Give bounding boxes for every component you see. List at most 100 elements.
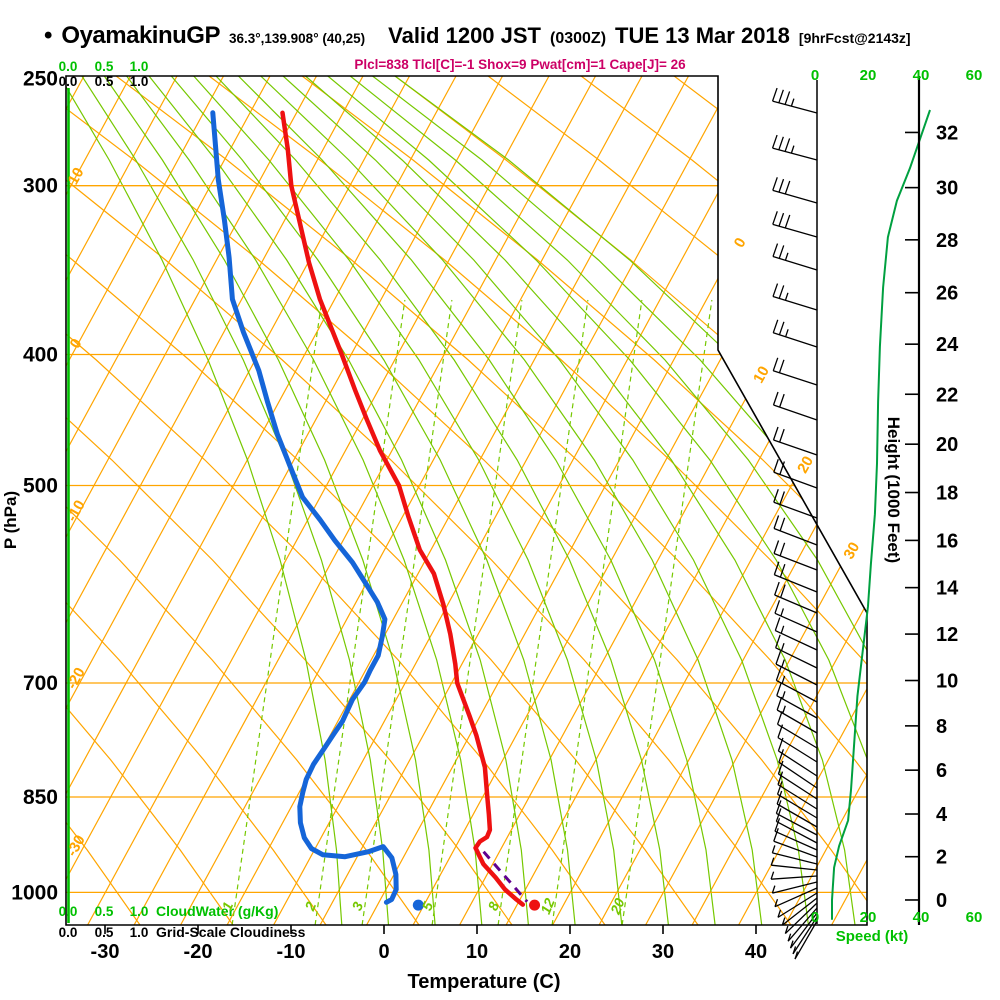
wind-barb-shaft [776, 812, 818, 836]
isotherm-line [691, 76, 867, 925]
temperature-curve [280, 110, 526, 907]
wind-barb-feather [775, 650, 782, 665]
height-tick-label: 26 [936, 283, 958, 305]
wind-barb-half-feather [781, 659, 785, 668]
isotherm-line [66, 76, 178, 925]
wind-barb-feather [778, 212, 785, 227]
isotherm-line [645, 76, 867, 925]
wind-barb-feather [775, 808, 782, 822]
wind-barb-shaft [790, 912, 818, 949]
isotherm-line [552, 76, 867, 925]
moist-adiabat-line [215, 76, 669, 925]
wind-barb-shaft [776, 803, 818, 828]
wind-barb-half-feather [784, 329, 789, 338]
dry-adiabat-line [66, 76, 327, 925]
stability-indices: Plcl=838 Tlcl[C]=-1 Shox=9 Pwat[cm]=1 Ca… [354, 57, 686, 72]
wind-barb-feather [776, 790, 783, 805]
wind-barb-shaft [773, 332, 818, 348]
mixing-ratio-label: 12 [537, 896, 558, 917]
speed-tick-label: 60 [966, 909, 983, 926]
wind-barb-column [770, 80, 818, 960]
mixing-ratio-line [497, 299, 589, 925]
cloudwater-top-tick-label: 0.5 [95, 59, 114, 74]
isotherm-line [459, 76, 867, 925]
wind-barb-feather [772, 391, 779, 406]
wind-barb-feather [777, 760, 784, 775]
wind-barb-shaft [776, 695, 818, 719]
temperature-tick-label: 10 [466, 941, 488, 963]
moist-adiabat-line [282, 76, 809, 925]
height-tick-label: 4 [936, 804, 948, 826]
wind-barb-feather [773, 828, 779, 842]
wind-barb-shaft [772, 255, 818, 271]
temperature-tick-label: 0 [378, 941, 389, 963]
speed-tick-label: 60 [966, 67, 983, 84]
wind-barb-feather [778, 359, 785, 374]
dry-adiabat-line [487, 76, 867, 925]
wind-barb-half-feather [784, 925, 789, 934]
height-tick-label: 16 [936, 530, 958, 552]
wind-barb-shaft [778, 750, 818, 777]
mixing-ratio-label: 8 [484, 899, 502, 912]
wind-barb-half-feather [794, 951, 799, 960]
wind-barb-feather [780, 584, 786, 598]
wind-barb-feather [784, 138, 791, 152]
wind-barb-feather [778, 89, 784, 103]
mixing-ratio-line [431, 299, 523, 925]
surface-temperature-dot [529, 899, 541, 911]
wind-barb-half-feather [789, 940, 794, 949]
mixing-ratio-line [621, 299, 713, 925]
wind-barb-half-feather [792, 946, 797, 955]
wind-barb-feather [776, 711, 783, 725]
wind-barb-feather [772, 177, 778, 191]
wind-barb-half-feather [782, 705, 786, 714]
height-tick-label: 12 [936, 624, 958, 646]
wind-speed-curve [831, 109, 931, 920]
isotherm-line [66, 76, 457, 925]
dry-adiabat-line [66, 76, 420, 925]
valid-time-utc: (0300Z) [550, 30, 607, 47]
pressure-axis-title: P (hPa) [1, 491, 20, 549]
wind-barb-feather [777, 771, 784, 785]
station-name: OyamakinuGP [61, 22, 220, 49]
isotherm-label-left: -30 [63, 832, 88, 859]
wind-barb-shaft [774, 887, 818, 908]
wind-barb-shaft [772, 295, 818, 311]
height-tick-label: 32 [936, 122, 958, 144]
isotherm-label-right: 30 [840, 539, 863, 562]
isotherm-label-right: 10 [750, 363, 773, 386]
wind-barb-shaft [775, 629, 818, 651]
wind-barb-feather [779, 491, 785, 505]
temperature-tick-label: 30 [652, 941, 674, 963]
mixing-ratio-line [231, 299, 323, 925]
surface-dewpoint-dot [412, 899, 424, 911]
isotherm-line [366, 76, 829, 925]
height-tick-label: 28 [936, 230, 958, 252]
wind-barb-shaft [772, 881, 818, 894]
height-tick-label: 18 [936, 483, 958, 505]
wind-barb-feather [772, 243, 779, 257]
wind-barb-half-feather [770, 857, 775, 866]
speed-tick-label: 40 [913, 67, 930, 84]
cloudiness-bottom-tick-label: 0.5 [95, 925, 114, 940]
cloudiness-top-tick-label: 1.0 [130, 74, 149, 89]
wind-barb-half-feather [781, 917, 786, 926]
moist-adiabat-line [193, 76, 623, 925]
height-tick-label: 20 [936, 434, 958, 456]
wind-barb-half-feather [790, 145, 795, 154]
wind-barb-half-feather [771, 885, 776, 894]
wind-barb-feather [775, 667, 782, 681]
isotherm-line [412, 76, 867, 925]
pressure-tick-label: 250 [23, 68, 58, 91]
temperature-axis-title: Temperature (C) [408, 971, 561, 993]
moist-adiabat-line [170, 76, 576, 925]
wind-barb-shaft [773, 840, 818, 858]
wind-barb-feather [777, 737, 784, 752]
wind-barb-shaft [777, 784, 818, 810]
moist-adiabat-line [103, 76, 436, 925]
wind-barb-shaft [772, 223, 818, 238]
dry-adiabat-line [66, 76, 699, 925]
moist-adiabat-line [237, 76, 716, 925]
